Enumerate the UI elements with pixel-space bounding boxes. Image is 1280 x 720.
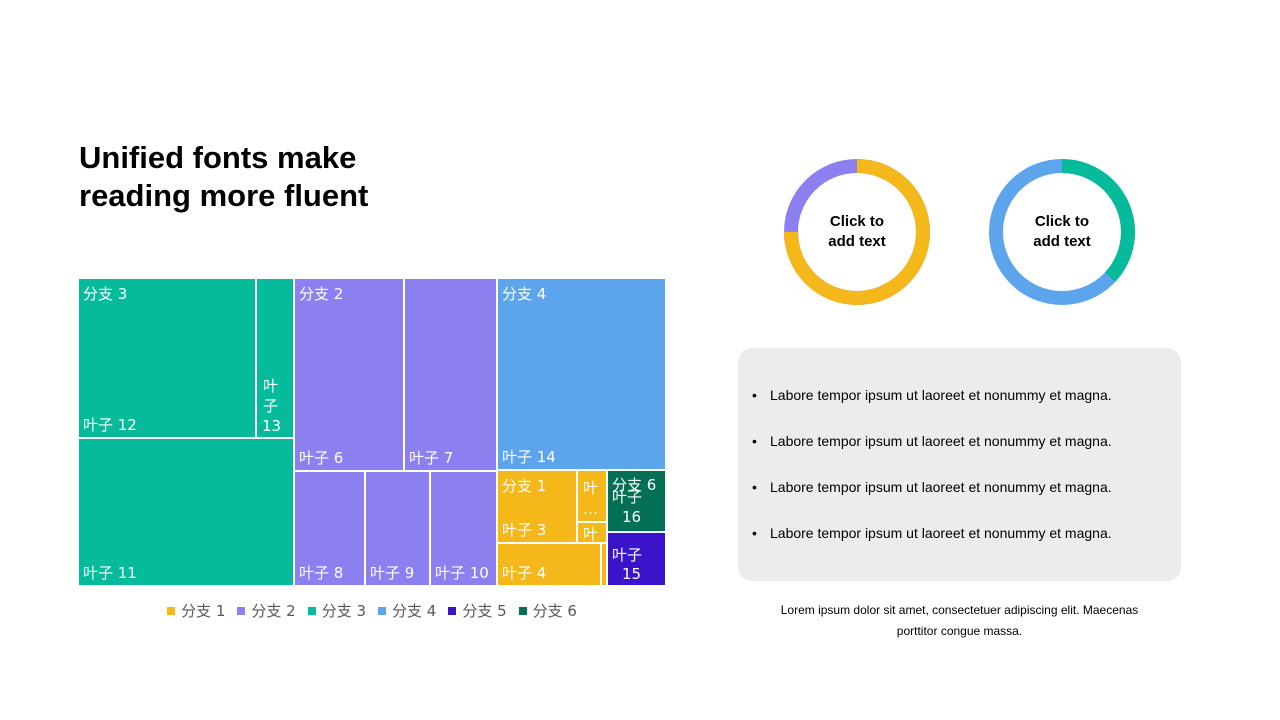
- title-line-1: Unified fonts make: [79, 140, 357, 175]
- treemap-tile[interactable]: [576, 469, 608, 523]
- legend-label: 分支 1: [181, 602, 226, 620]
- legend-label: 分支 4: [392, 602, 437, 620]
- legend-label: 分支 5: [462, 602, 507, 620]
- treemap-tile[interactable]: [496, 277, 667, 471]
- legend-item-branch-5: 分支 5: [448, 600, 507, 621]
- legend-item-branch-1: 分支 1: [167, 600, 225, 621]
- donut-ring-2: [989, 159, 1135, 305]
- treemap-tile[interactable]: [606, 469, 667, 533]
- chart-legend: 分支 1 分支 2 分支 3 分支 4 分支 5 分支 6: [78, 600, 666, 621]
- treemap-tile[interactable]: [77, 277, 257, 439]
- treemap-tile[interactable]: [403, 277, 498, 472]
- legend-label: 分支 3: [321, 602, 366, 620]
- treemap-tile[interactable]: [255, 277, 295, 439]
- caption-text: Lorem ipsum dolor sit amet, consectetuer…: [738, 600, 1181, 642]
- treemap-tile[interactable]: [364, 470, 431, 587]
- donut-1-line-1: Click to: [829, 213, 885, 230]
- legend-swatch: [307, 606, 316, 615]
- donut-1-placeholder-text[interactable]: Click to add text: [807, 212, 907, 252]
- treemap-tile[interactable]: [606, 531, 667, 587]
- legend-item-branch-2: 分支 2: [237, 600, 296, 621]
- donut-1-line-2: add text: [828, 233, 886, 250]
- bullet-item: Labore tempor ipsum ut laoreet et nonumm…: [752, 478, 1112, 524]
- legend-label: 分支 2: [251, 602, 296, 620]
- donut-ring-1: [784, 159, 930, 305]
- slide-title: Unified fonts make reading more fluent: [79, 139, 499, 215]
- legend-swatch: [237, 606, 246, 615]
- legend-item-branch-6: 分支 6: [518, 600, 577, 621]
- legend-label: 分支 6: [532, 602, 577, 620]
- donut-2-line-2: add text: [1033, 233, 1091, 250]
- caption-line-1: Lorem ipsum dolor sit amet, consectetuer…: [780, 603, 1139, 617]
- treemap-tile[interactable]: [293, 470, 366, 587]
- legend-swatch: [518, 606, 527, 615]
- caption-line-2: porttitor congue massa.: [896, 624, 1023, 638]
- legend-swatch: [167, 606, 176, 615]
- legend-swatch: [378, 606, 386, 615]
- bullet-item: Labore tempor ipsum ut laoreet et nonumm…: [752, 386, 1112, 432]
- treemap-tile[interactable]: [77, 437, 295, 587]
- donut-2-line-1: Click to: [1034, 213, 1090, 230]
- treemap-tile[interactable]: [429, 470, 498, 587]
- legend-item-branch-3: 分支 3: [307, 600, 366, 621]
- title-line-2: reading more fluent: [79, 178, 369, 213]
- bullet-list: Labore tempor ipsum ut laoreet et nonumm…: [752, 386, 1112, 570]
- bullet-item: Labore tempor ipsum ut laoreet et nonumm…: [752, 524, 1112, 570]
- legend-item-branch-4: 分支 4: [378, 600, 436, 621]
- legend-swatch: [448, 606, 457, 615]
- treemap-tile[interactable]: [576, 521, 608, 544]
- bullet-panel: Labore tempor ipsum ut laoreet et nonumm…: [738, 348, 1181, 581]
- donut-value-arc: [989, 159, 1135, 305]
- donut-2-placeholder-text[interactable]: Click to add text: [1012, 212, 1112, 252]
- treemap-tile[interactable]: [496, 542, 602, 587]
- treemap-tile[interactable]: [496, 469, 578, 544]
- donut-chart-2[interactable]: Click to add text: [987, 157, 1137, 307]
- donut-chart-1[interactable]: Click to add text: [782, 157, 932, 307]
- bullet-item: Labore tempor ipsum ut laoreet et nonumm…: [752, 432, 1112, 478]
- treemap-tile[interactable]: [293, 277, 405, 472]
- donut-value-arc: [784, 159, 930, 305]
